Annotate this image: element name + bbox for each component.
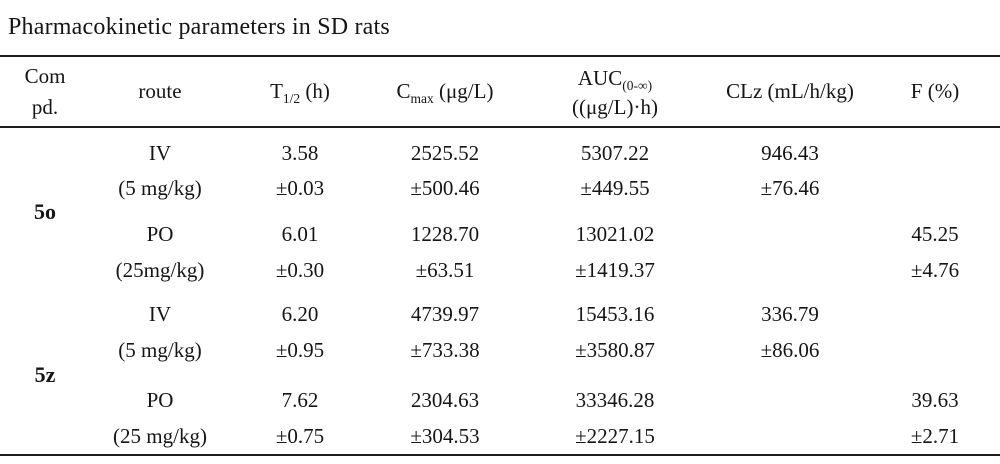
t12-value: 6.01 xyxy=(281,222,319,247)
auc-value: 33346.28 xyxy=(575,388,655,413)
t12-sd: ±0.95 xyxy=(275,338,325,363)
col-header-t12: T1/2 (h) xyxy=(230,56,370,127)
dose-label: (5 mg/kg) xyxy=(118,176,202,201)
t12-sd: ±0.75 xyxy=(275,423,325,448)
clz-sd: ±76.46 xyxy=(760,176,820,201)
dose-label: (25 mg/kg) xyxy=(113,423,207,448)
auc-sd: ±3580.87 xyxy=(575,338,655,363)
cmax-unit: (μg/L) xyxy=(433,79,494,104)
table-row: (5 mg/kg) ±0.03 ±500.46 ±449.55 ±76.46 xyxy=(0,171,1000,207)
pk-table: Com pd. route T1/2 (h) Cmax (μg/L) AUC(0… xyxy=(0,55,1000,456)
t12-subscript: 1/2 xyxy=(282,91,301,107)
col-header-f: F (%) xyxy=(910,79,960,104)
cmax-symbol: C xyxy=(396,79,411,104)
cmax-value: 2525.52 xyxy=(410,140,480,165)
clz-sd xyxy=(710,419,870,455)
t12-sd: ±0.30 xyxy=(275,258,325,283)
col-header-compound-line2: pd. xyxy=(31,94,59,119)
route-value: IV xyxy=(148,140,172,165)
f-value xyxy=(870,127,1000,171)
cmax-value: 2304.63 xyxy=(410,388,480,413)
auc-value: 15453.16 xyxy=(575,302,655,327)
table-row: 5o IV 3.58 2525.52 5307.22 946.43 xyxy=(0,127,1000,224)
table-row: PO 6.01 1228.70 13021.02 45.25 xyxy=(0,207,1000,253)
f-value: 45.25 xyxy=(911,222,959,247)
clz-value: 946.43 xyxy=(761,140,819,165)
table-title: Pharmacokinetic parameters in SD rats xyxy=(8,14,390,40)
header-row: Com pd. route T1/2 (h) Cmax (μg/L) AUC(0… xyxy=(0,56,1000,127)
f-sd xyxy=(870,333,1000,369)
cmax-value: 1228.70 xyxy=(410,222,480,247)
table-row: (5 mg/kg) ±0.95 ±733.38 ±3580.87 ±86.06 xyxy=(0,333,1000,369)
t12-value: 7.62 xyxy=(281,388,319,413)
clz-value xyxy=(710,369,870,419)
table-row: (25 mg/kg) ±0.75 ±304.53 ±2227.15 ±2.71 xyxy=(0,419,1000,455)
cmax-sd: ±733.38 xyxy=(410,338,480,363)
cmax-subscript: max xyxy=(410,91,434,107)
col-header-clz: CLz (mL/h/kg) xyxy=(726,79,854,104)
clz-value: 336.79 xyxy=(761,302,819,327)
t12-symbol: T xyxy=(270,79,283,104)
f-sd: ±2.71 xyxy=(910,423,960,448)
cmax-sd: ±304.53 xyxy=(410,423,480,448)
route-value: IV xyxy=(148,302,172,327)
f-sd xyxy=(870,171,1000,207)
auc-symbol-line: AUC(0-∞) xyxy=(522,63,708,93)
t12-sd: ±0.03 xyxy=(275,176,325,201)
auc-value: 5307.22 xyxy=(580,140,650,165)
table-row: (25mg/kg) ±0.30 ±63.51 ±1419.37 ±4.76 xyxy=(0,253,1000,289)
col-header-compound-line1: Com xyxy=(24,64,66,89)
clz-value xyxy=(710,207,870,253)
t12-value: 6.20 xyxy=(281,302,319,327)
clz-sd xyxy=(710,253,870,289)
auc-symbol: AUC xyxy=(577,66,623,91)
f-value: 39.63 xyxy=(911,388,959,413)
auc-sd: ±1419.37 xyxy=(575,258,655,283)
col-header-auc: AUC(0-∞) ((μg/L)·h) xyxy=(520,56,710,127)
cmax-sd: ±500.46 xyxy=(410,176,480,201)
f-sd: ±4.76 xyxy=(910,258,960,283)
t12-value: 3.58 xyxy=(281,140,319,165)
cmax-value: 4739.97 xyxy=(410,302,480,327)
t12-unit: (h) xyxy=(300,79,330,104)
route-value: PO xyxy=(146,388,174,413)
table-row: PO 7.62 2304.63 33346.28 39.63 xyxy=(0,369,1000,419)
col-header-compound: Com pd. xyxy=(0,56,90,127)
compound-label: 5z xyxy=(34,362,56,388)
auc-subscript: (0-∞) xyxy=(622,78,653,94)
auc-sd: ±2227.15 xyxy=(575,423,655,448)
clz-sd: ±86.06 xyxy=(760,338,820,363)
compound-label: 5o xyxy=(34,199,56,225)
table-row: 5z IV 6.20 4739.97 15453.16 336.79 xyxy=(0,289,1000,387)
col-header-cmax: Cmax (μg/L) xyxy=(370,56,520,127)
dose-label: (5 mg/kg) xyxy=(118,338,202,363)
dose-label: (25mg/kg) xyxy=(115,258,205,283)
col-header-route: route xyxy=(138,79,182,104)
cmax-sd: ±63.51 xyxy=(415,258,475,283)
f-value xyxy=(870,289,1000,333)
route-value: PO xyxy=(146,222,174,247)
auc-value: 13021.02 xyxy=(575,222,655,247)
auc-unit: ((μg/L)·h) xyxy=(572,94,658,119)
auc-sd: ±449.55 xyxy=(580,176,650,201)
